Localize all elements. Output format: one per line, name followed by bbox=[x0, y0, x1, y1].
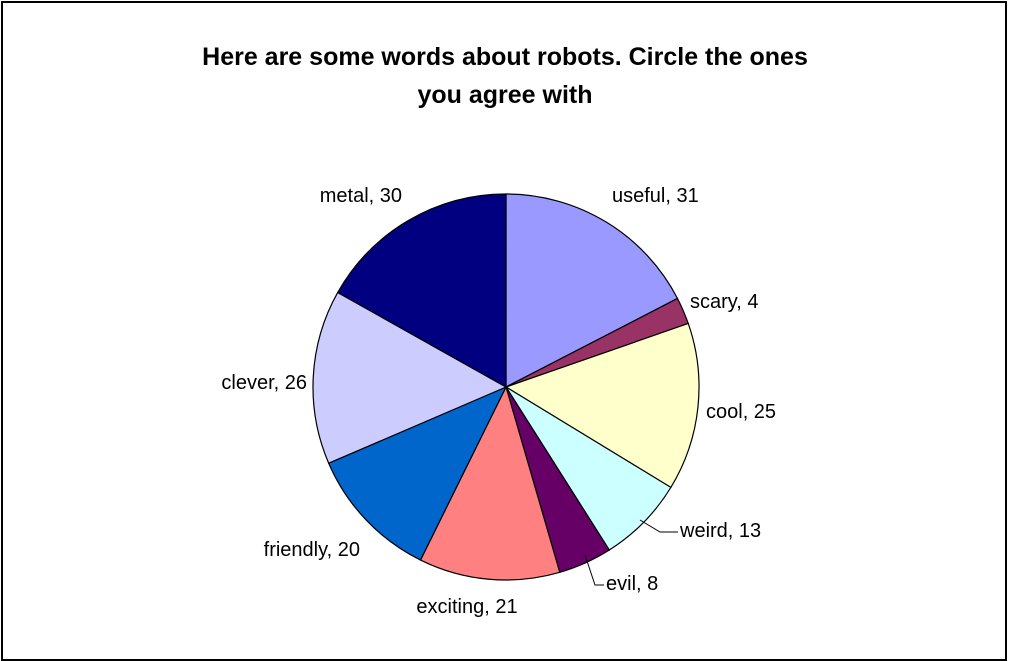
pie-slice-metal bbox=[336, 193, 507, 389]
slice-label-evil: evil, 8 bbox=[606, 573, 658, 595]
pie-slice-exciting bbox=[419, 385, 561, 581]
pie-slice-cool bbox=[504, 322, 700, 489]
leader-line-evil bbox=[584, 554, 604, 586]
slice-label-metal: metal, 30 bbox=[320, 185, 402, 207]
slice-label-scary: scary, 4 bbox=[690, 291, 759, 313]
slice-label-clever: clever, 26 bbox=[221, 372, 307, 394]
slice-label-weird: weird, 13 bbox=[679, 520, 761, 542]
leader-line-weird bbox=[639, 519, 678, 533]
chart-title-line-1: Here are some words about robots. Circle… bbox=[202, 43, 808, 71]
slice-label-exciting: exciting, 21 bbox=[416, 596, 517, 618]
pie-slice-friendly bbox=[327, 385, 508, 561]
chart-title: Here are some words about robots. Circle… bbox=[0, 38, 1010, 114]
slice-label-friendly: friendly, 20 bbox=[264, 539, 360, 561]
pie-slice-useful bbox=[505, 193, 679, 388]
pie-slice-clever bbox=[312, 291, 508, 464]
slice-label-cool: cool, 25 bbox=[706, 401, 776, 423]
slice-label-useful: useful, 31 bbox=[612, 185, 699, 207]
chart-title-line-2: you agree with bbox=[417, 81, 593, 109]
